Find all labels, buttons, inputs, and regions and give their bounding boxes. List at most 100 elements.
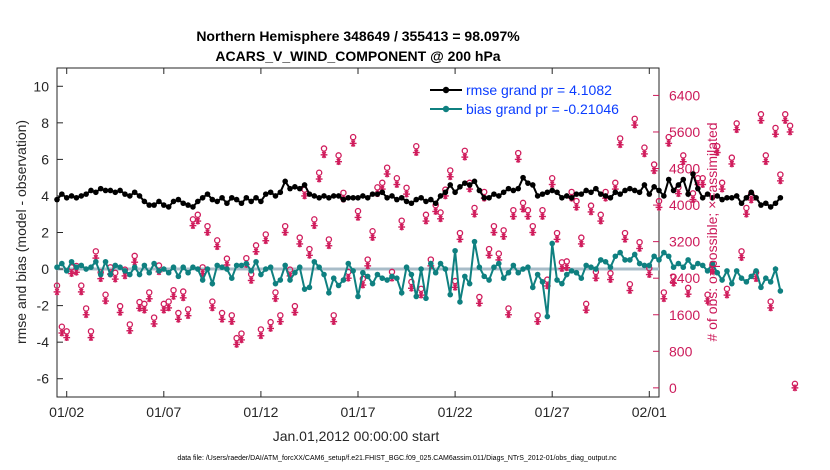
rmse-point <box>301 182 308 188</box>
obs-possible-point <box>578 234 585 241</box>
obs-possible-point <box>165 298 172 305</box>
bias-point <box>253 258 259 265</box>
obs-possible-point <box>680 152 687 159</box>
obs-possible-point <box>354 207 362 215</box>
x-axis-label: Jan.01,2012 00:00:00 start <box>273 428 440 444</box>
bias-point <box>214 262 221 269</box>
obs-possible-point <box>573 197 580 205</box>
obs-possible-point <box>529 222 537 230</box>
y-tick-label: -6 <box>37 371 50 387</box>
obs-possible-point <box>277 312 284 319</box>
obs-assimilated-point <box>456 235 464 243</box>
rmse-point <box>607 194 614 201</box>
rmse-point <box>714 193 721 199</box>
bias-point <box>296 264 303 271</box>
rmse-point <box>602 193 609 199</box>
bias-point <box>563 271 570 278</box>
rmse-point <box>330 193 337 199</box>
bias-point <box>88 264 94 271</box>
obs-assimilated-point <box>592 274 600 282</box>
obs-assimilated-point <box>747 196 755 204</box>
bias-point <box>724 268 730 274</box>
rmse-point <box>394 196 400 203</box>
obs-possible-point <box>743 204 750 212</box>
bias-point <box>748 273 755 280</box>
obs-possible-point <box>704 291 711 299</box>
rmse-point <box>83 191 89 197</box>
bias-point <box>617 249 623 256</box>
rmse-point <box>539 191 546 197</box>
bias-point <box>719 277 725 283</box>
rmse-point <box>369 191 376 197</box>
obs-assimilated-point <box>252 248 260 256</box>
rmse-point <box>500 189 507 196</box>
obs-possible-point <box>757 111 765 118</box>
bias-point <box>136 271 143 278</box>
obs-assimilated-point <box>179 294 187 302</box>
obs-possible-point <box>281 222 289 230</box>
obs-possible-point <box>102 291 109 299</box>
obs-assimilated-point <box>262 237 270 245</box>
obs-assimilated-point <box>408 284 415 292</box>
bias-point <box>73 264 80 271</box>
bias-point <box>277 277 284 283</box>
obs-assimilated-point <box>626 287 634 294</box>
bias-point <box>466 280 473 287</box>
obs-assimilated-point <box>519 205 527 213</box>
obs-assimilated-point <box>772 130 779 138</box>
obs-possible-point <box>714 142 721 150</box>
obs-assimilated-point <box>437 215 444 223</box>
rmse-point <box>636 189 643 196</box>
obs-possible-point <box>461 147 469 155</box>
obs-possible-point <box>456 229 464 237</box>
rmse-point <box>709 194 716 201</box>
bias-point <box>428 260 434 267</box>
rmse-point <box>452 189 458 196</box>
bias-point <box>122 268 128 274</box>
bias-point <box>199 277 206 283</box>
bias-point <box>729 280 735 287</box>
y-tick-label: -4 <box>37 334 50 350</box>
rmse-point <box>292 184 298 190</box>
obs-possible-point <box>616 135 624 142</box>
rmse-point <box>151 202 157 208</box>
obs-assimilated-point <box>417 291 425 299</box>
obs-possible-point <box>204 222 211 230</box>
bias-point <box>175 273 182 280</box>
rmse-point <box>627 185 633 192</box>
obs-possible-point <box>228 312 236 319</box>
rmse-point <box>631 187 638 194</box>
rmse-point <box>704 191 711 197</box>
x-tick-label: 02/01 <box>632 404 667 420</box>
obs-assimilated-point <box>432 208 440 215</box>
rmse-point <box>68 193 75 199</box>
obs-assimilated-point <box>325 242 333 250</box>
rmse-point <box>651 184 657 190</box>
rmse-point <box>622 187 628 194</box>
obs-assimilated-point <box>762 158 770 166</box>
obs-assimilated-point <box>655 203 663 211</box>
y2-axis-label: # of obs: o=possible; ×=assimilated <box>704 122 720 341</box>
bias-point <box>690 264 696 271</box>
x-tick-label: 01/27 <box>535 404 570 420</box>
obs-assimilated-point <box>145 295 153 303</box>
obs-possible-point <box>369 227 376 235</box>
y2-tick-label: 2400 <box>669 270 700 286</box>
rmse-point <box>763 200 769 207</box>
bias-point <box>738 275 745 281</box>
obs-possible-point <box>257 326 265 333</box>
obs-possible-point <box>233 334 240 342</box>
bias-point <box>204 266 211 272</box>
obs-possible-point <box>112 269 119 277</box>
obs-possible-point <box>718 179 726 187</box>
bias-point <box>471 238 478 245</box>
obs-possible-point <box>422 211 430 219</box>
obs-possible-point <box>437 209 444 216</box>
bias-point <box>646 262 653 269</box>
y2-tick-label: 5600 <box>669 124 700 140</box>
obs-assimilated-point <box>534 318 542 326</box>
bias-point <box>593 266 599 272</box>
obs-assimilated-point <box>111 275 119 283</box>
obs-possible-point <box>534 312 541 319</box>
obs-assimilated-point <box>170 293 177 300</box>
